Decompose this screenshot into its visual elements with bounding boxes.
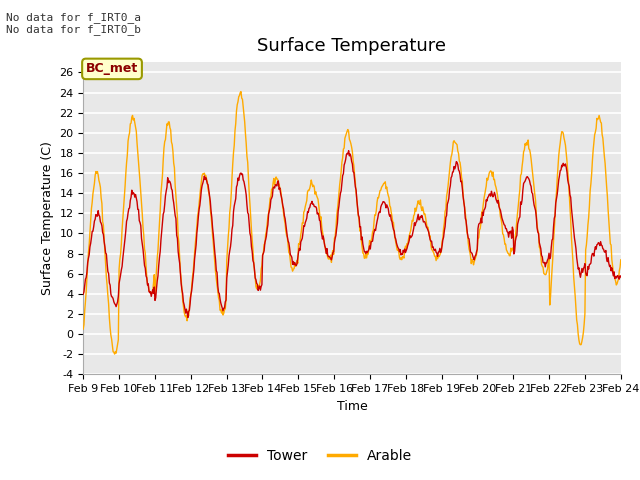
Legend: Tower, Arable: Tower, Arable: [223, 443, 417, 468]
Title: Surface Temperature: Surface Temperature: [257, 37, 447, 55]
Text: BC_met: BC_met: [86, 62, 138, 75]
Y-axis label: Surface Temperature (C): Surface Temperature (C): [41, 142, 54, 295]
Text: No data for f_IRT0_a
No data for f_IRT0_b: No data for f_IRT0_a No data for f_IRT0_…: [6, 12, 141, 36]
X-axis label: Time: Time: [337, 400, 367, 413]
